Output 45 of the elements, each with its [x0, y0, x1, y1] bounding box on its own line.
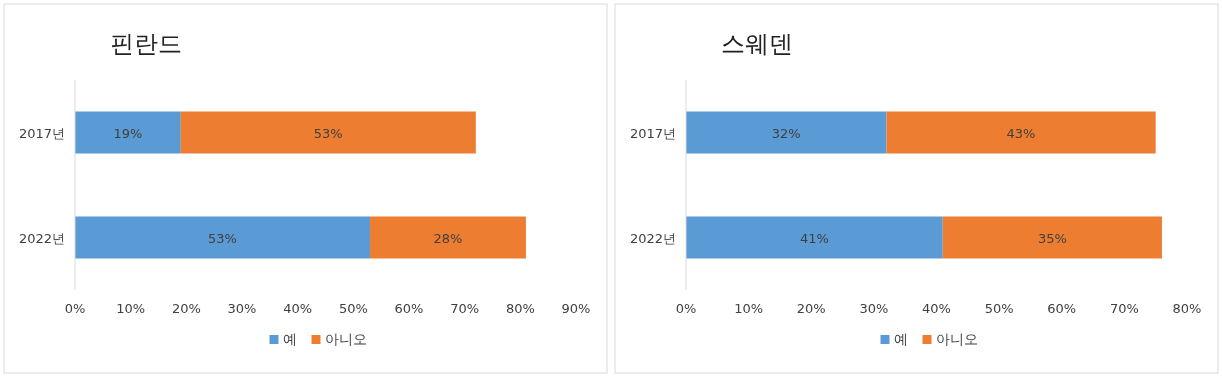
data-label: 53%	[313, 125, 343, 141]
legend-label: 예	[893, 331, 908, 347]
x-tick-label: 30%	[859, 301, 889, 316]
x-tick-label: 60%	[394, 301, 424, 316]
x-tick-label: 0%	[64, 301, 86, 316]
x-tick-label: 80%	[505, 301, 535, 316]
y-tick-label: 2017년	[18, 125, 65, 141]
x-tick-label: 20%	[796, 301, 826, 316]
bar	[686, 216, 943, 259]
x-tick-label: 10%	[116, 301, 146, 316]
bar	[180, 111, 476, 154]
bar	[886, 111, 1156, 154]
data-label: 32%	[771, 125, 801, 141]
bar	[686, 111, 887, 154]
bar	[942, 216, 1162, 259]
x-tick-label: 50%	[338, 301, 368, 316]
chart-title: 핀란드	[110, 30, 182, 58]
data-label: 19%	[113, 125, 143, 141]
x-tick-label: 70%	[1109, 301, 1139, 316]
x-tick-label: 40%	[283, 301, 313, 316]
x-tick-label: 70%	[450, 301, 480, 316]
chart-title: 스웨덴	[721, 30, 793, 58]
y-tick-label: 2022년	[18, 230, 65, 246]
bar	[75, 216, 371, 259]
data-label: 41%	[799, 230, 829, 246]
x-tick-label: 60%	[1047, 301, 1077, 316]
x-tick-label: 40%	[922, 301, 951, 316]
legend-label: 아니오	[324, 331, 367, 347]
x-tick-label: 0%	[675, 301, 697, 316]
data-label: 28%	[433, 230, 463, 246]
data-label: 53%	[208, 230, 237, 246]
bar	[370, 216, 526, 259]
bar	[75, 111, 181, 154]
x-tick-label: 50%	[984, 301, 1014, 316]
data-label: 43%	[1006, 125, 1036, 141]
x-tick-label: 10%	[734, 301, 764, 316]
y-tick-label: 2017년	[629, 125, 676, 141]
x-tick-label: 90%	[561, 301, 591, 316]
legend-label: 예	[282, 331, 297, 347]
y-tick-label: 2022년	[629, 230, 676, 246]
legend-label: 아니오	[935, 331, 978, 347]
x-tick-label: 80%	[1172, 301, 1202, 316]
x-tick-label: 20%	[171, 301, 201, 316]
x-tick-label: 30%	[227, 301, 257, 316]
data-label: 35%	[1037, 230, 1067, 246]
